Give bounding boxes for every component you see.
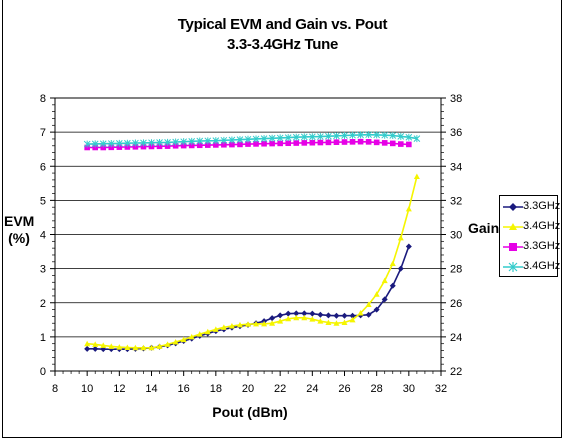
y-axis-left-label: EVM (%) bbox=[4, 213, 35, 246]
legend-item: 3.4GHz bbox=[500, 258, 561, 276]
legend-item: 3.3GHz bbox=[500, 238, 561, 256]
legend-item: 3.4GHz bbox=[500, 218, 561, 236]
legend: 3.3GHz 3.4GHz 3.3GHz 3.4GHz bbox=[499, 195, 561, 277]
legend-label: 3.3GHz bbox=[523, 200, 561, 212]
legend-marker-triangle bbox=[503, 223, 523, 230]
legend-label: 3.3GHz bbox=[523, 240, 561, 252]
legend-marker-square bbox=[503, 243, 523, 251]
chart-title: Typical EVM and Gain vs. Pout bbox=[177, 16, 388, 33]
legend-marker-star bbox=[503, 262, 523, 272]
x-axis-label: Pout (dBm) bbox=[212, 404, 288, 420]
chart-subtitle: 3.3-3.4GHz Tune bbox=[226, 36, 339, 53]
legend-label: 3.4GHz bbox=[523, 220, 561, 232]
y-axis-right-label: Gain bbox=[468, 220, 500, 236]
legend-item: 3.3GHz bbox=[500, 198, 561, 216]
legend-label: 3.4GHz bbox=[523, 260, 561, 272]
legend-marker-diamond bbox=[503, 203, 523, 211]
